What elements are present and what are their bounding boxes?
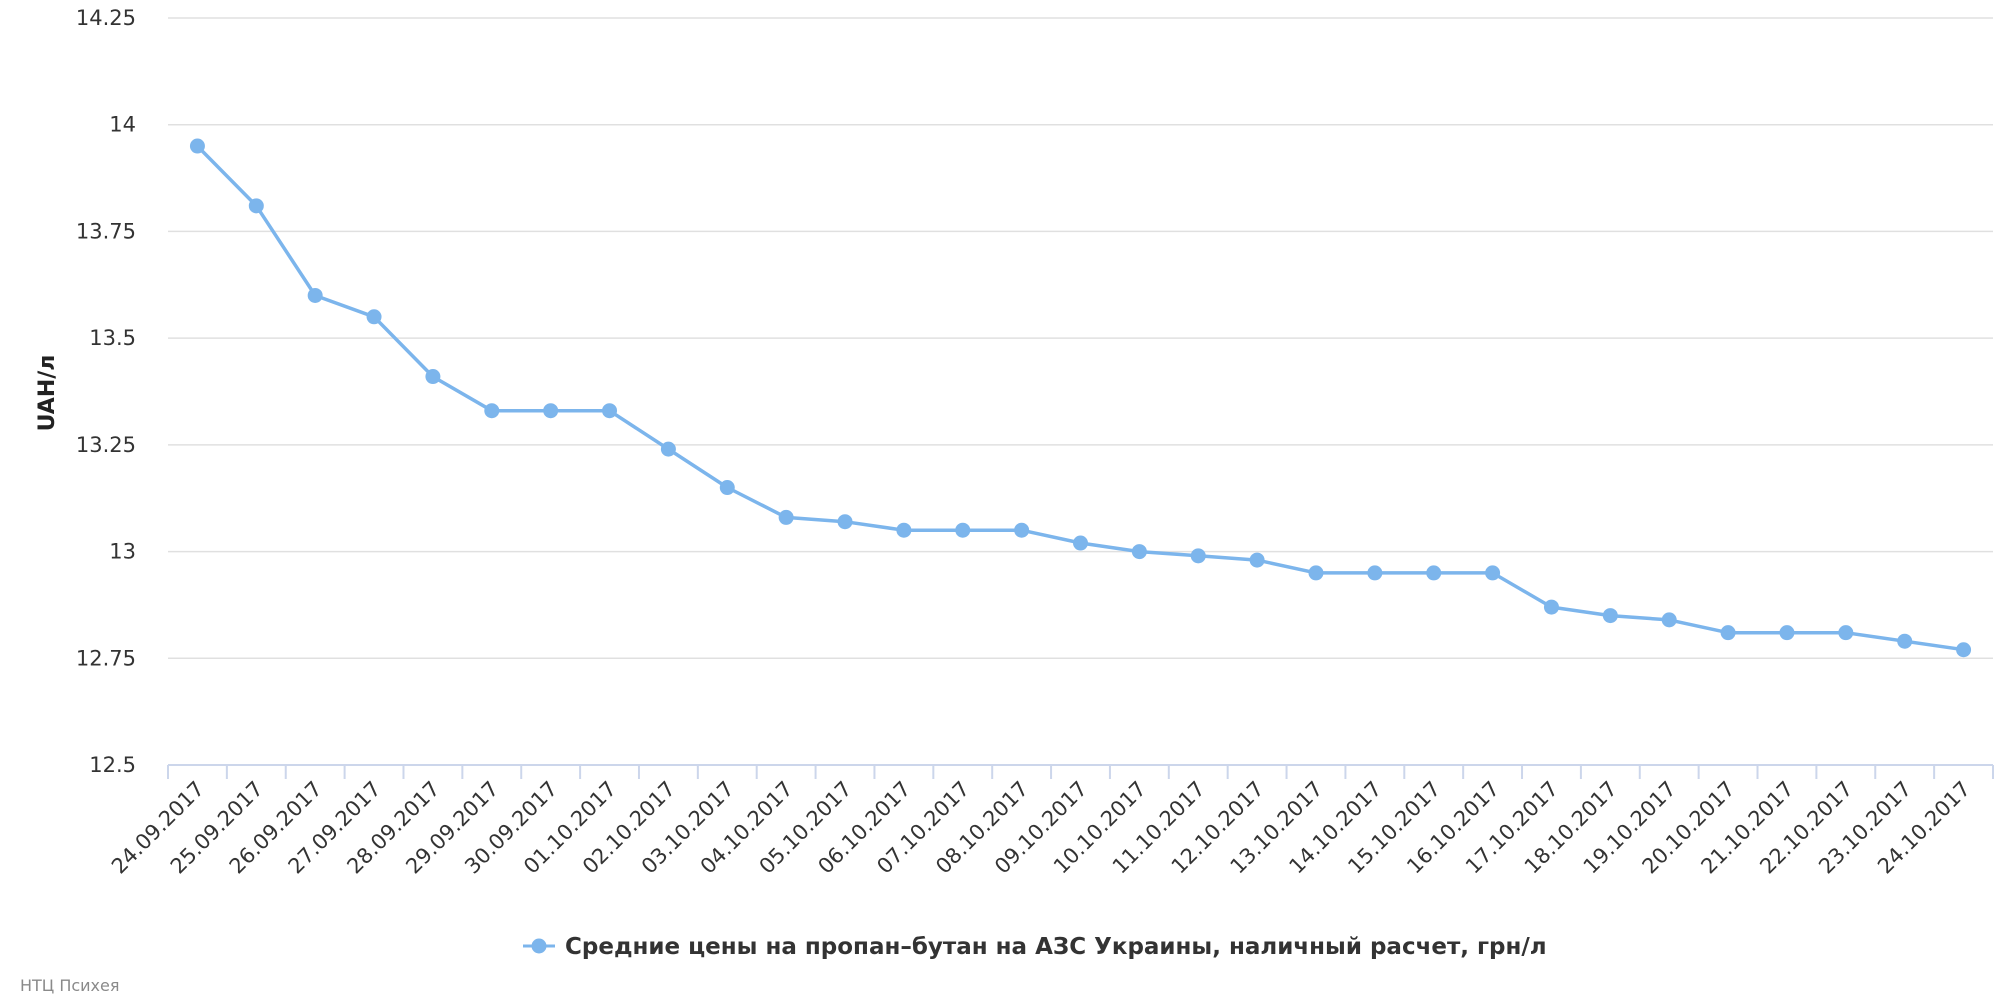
legend[interactable]: Средние цены на пропан–бутан на АЗС Укра… <box>523 934 1547 960</box>
data-point[interactable] <box>778 509 794 525</box>
y-tick-label: 13.25 <box>76 433 136 457</box>
data-point[interactable] <box>1897 633 1913 649</box>
legend-series-label[interactable]: Средние цены на пропан–бутан на АЗС Укра… <box>565 934 1547 960</box>
series-line <box>189 138 1972 658</box>
data-point[interactable] <box>543 403 559 419</box>
data-point[interactable] <box>366 309 382 325</box>
y-axis-ticks: 12.5 12.75 13 13.25 13.5 13.75 14 14.25 <box>76 6 136 777</box>
data-point[interactable] <box>1602 608 1618 624</box>
data-point[interactable] <box>1073 535 1088 551</box>
data-point[interactable] <box>1190 548 1206 564</box>
data-point[interactable] <box>1426 565 1442 581</box>
data-point[interactable] <box>1367 565 1383 581</box>
data-point[interactable] <box>602 403 618 419</box>
y-tick-label: 12.5 <box>89 753 136 777</box>
x-axis: 24.09.201725.09.201726.09.201727.09.2017… <box>107 764 1994 879</box>
data-point[interactable] <box>660 441 676 457</box>
y-tick-label: 13.75 <box>76 219 136 243</box>
data-point[interactable] <box>1249 552 1265 568</box>
legend-point-marker <box>531 938 547 954</box>
data-point[interactable] <box>307 287 323 303</box>
data-point[interactable] <box>1779 625 1795 641</box>
data-point[interactable] <box>719 480 735 496</box>
gridlines <box>168 17 1993 660</box>
y-tick-label: 14 <box>109 113 136 137</box>
data-point[interactable] <box>189 138 205 154</box>
data-point[interactable] <box>248 198 264 214</box>
data-point[interactable] <box>1543 599 1559 615</box>
data-point[interactable] <box>1485 565 1501 581</box>
data-point[interactable] <box>1014 522 1030 538</box>
data-point[interactable] <box>955 522 971 538</box>
data-point[interactable] <box>1308 565 1324 581</box>
data-point[interactable] <box>896 522 912 538</box>
data-point[interactable] <box>425 369 441 385</box>
y-axis-title: UAH/л <box>35 355 60 432</box>
data-point[interactable] <box>1131 544 1147 560</box>
data-point[interactable] <box>837 514 853 530</box>
data-point[interactable] <box>1720 625 1736 641</box>
y-tick-label: 12.75 <box>76 646 136 670</box>
series-path <box>196 144 1964 652</box>
credits-text[interactable]: НТЦ Психея <box>20 976 119 995</box>
y-tick-label: 13.5 <box>89 326 136 350</box>
data-point[interactable] <box>484 403 500 419</box>
data-point[interactable] <box>1661 612 1677 628</box>
y-tick-label: 14.25 <box>76 6 136 30</box>
data-point[interactable] <box>1956 642 1972 658</box>
y-tick-label: 13 <box>109 540 136 564</box>
data-point[interactable] <box>1838 625 1854 641</box>
